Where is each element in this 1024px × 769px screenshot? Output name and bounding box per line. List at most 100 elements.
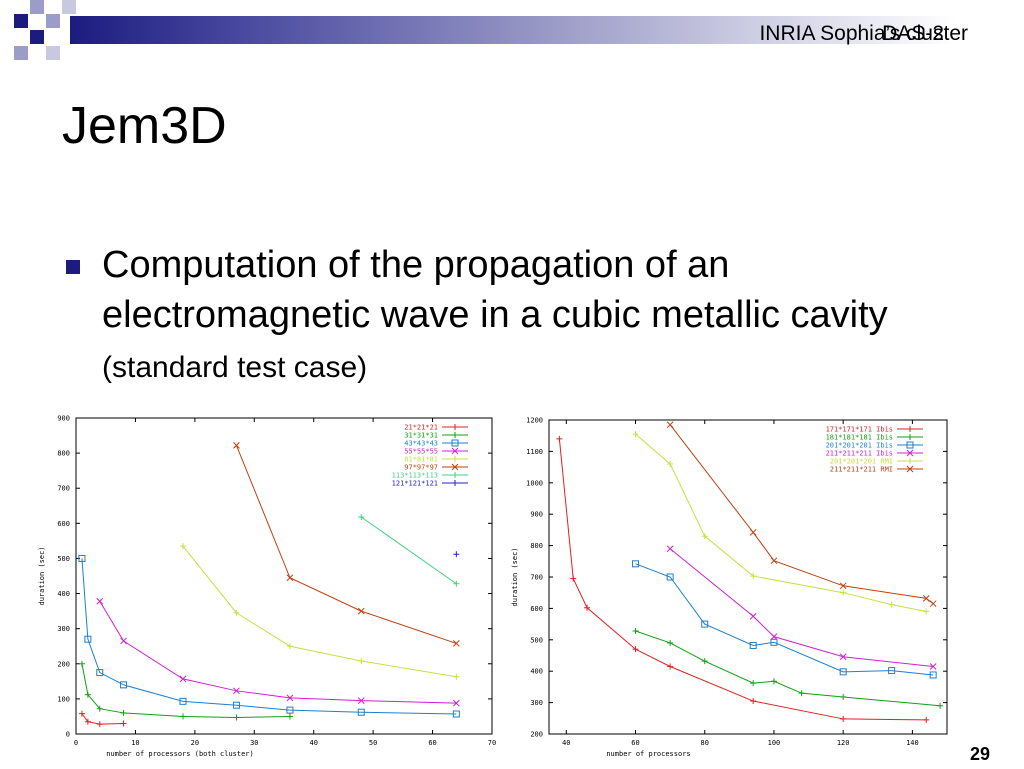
x-axis-label: number of processors (both cluster) bbox=[106, 750, 254, 758]
y-tick-label: 600 bbox=[57, 520, 70, 528]
legend-label: 121*121*121 bbox=[392, 480, 438, 488]
y-tick-label: 1200 bbox=[526, 417, 543, 425]
legend-label: 201*201*201 Ibis bbox=[826, 442, 893, 450]
data-point bbox=[922, 594, 930, 602]
x-tick-label: 60 bbox=[428, 739, 436, 747]
data-point bbox=[452, 640, 460, 647]
data-point bbox=[701, 533, 708, 540]
y-axis-label: duration (sec) bbox=[511, 547, 519, 606]
data-point bbox=[632, 628, 639, 635]
data-point bbox=[232, 701, 240, 709]
y-tick-label: 900 bbox=[57, 415, 70, 423]
x-tick-label: 80 bbox=[701, 739, 709, 747]
y-tick-label: 800 bbox=[530, 542, 543, 550]
header-band bbox=[70, 16, 956, 44]
legend-marker bbox=[906, 441, 914, 449]
data-point bbox=[96, 721, 103, 728]
legend-label: 97*97*97 bbox=[404, 464, 438, 472]
data-point bbox=[358, 657, 365, 664]
legend-marker bbox=[452, 456, 458, 462]
data-point bbox=[286, 706, 294, 714]
legend-label: 113*113*113 bbox=[392, 472, 438, 480]
series-line-0 bbox=[558, 438, 927, 721]
y-tick-label: 200 bbox=[57, 660, 70, 668]
data-point bbox=[667, 460, 674, 467]
data-point bbox=[888, 667, 896, 675]
series-line-3 bbox=[669, 548, 934, 667]
data-point bbox=[666, 573, 674, 581]
data-point bbox=[78, 710, 85, 717]
data-point bbox=[667, 639, 674, 646]
legend-marker bbox=[907, 458, 913, 464]
series-line-3 bbox=[99, 601, 457, 704]
x-tick-label: 120 bbox=[837, 739, 850, 747]
data-point bbox=[179, 543, 186, 550]
data-point bbox=[233, 442, 240, 449]
data-point bbox=[770, 557, 778, 565]
x-tick-label: 140 bbox=[906, 739, 919, 747]
data-point bbox=[357, 607, 365, 615]
y-tick-label: 700 bbox=[57, 485, 70, 493]
data-point bbox=[798, 690, 805, 697]
data-point bbox=[749, 612, 757, 620]
data-point bbox=[233, 687, 240, 695]
y-tick-label: 300 bbox=[57, 625, 70, 633]
x-axis-label: number of processors bbox=[606, 750, 690, 758]
data-point bbox=[453, 673, 460, 680]
data-point bbox=[357, 708, 365, 716]
data-point bbox=[750, 680, 757, 687]
y-tick-label: 900 bbox=[530, 511, 543, 519]
legend-marker bbox=[451, 439, 459, 447]
data-point bbox=[839, 582, 847, 590]
data-point bbox=[666, 421, 674, 429]
series-line-2 bbox=[635, 563, 934, 676]
chart-right-svg: 40 60 80 100 120 140 200 300 400 500 600 700 800 900 1… bbox=[511, 417, 948, 758]
data-point bbox=[179, 697, 187, 705]
x-tick-label: 10 bbox=[131, 739, 139, 747]
data-point bbox=[84, 635, 92, 643]
series-line-2 bbox=[81, 558, 457, 715]
page-number: 29 bbox=[969, 744, 990, 764]
data-point bbox=[584, 604, 591, 611]
y-tick-label: 700 bbox=[530, 574, 543, 582]
header-title-line2: DAS-2 bbox=[882, 22, 944, 45]
data-point bbox=[888, 601, 895, 608]
data-point bbox=[358, 514, 365, 521]
y-tick-label: 400 bbox=[530, 668, 543, 676]
data-point bbox=[666, 545, 674, 553]
data-point bbox=[84, 691, 91, 698]
x-tick-label: 60 bbox=[631, 739, 639, 747]
legend-label: 55*55*55 bbox=[404, 448, 438, 456]
data-point bbox=[233, 609, 240, 616]
data-point bbox=[179, 713, 186, 720]
x-tick-label: 0 bbox=[74, 739, 78, 747]
data-point bbox=[452, 710, 460, 718]
data-point bbox=[632, 431, 639, 438]
data-point bbox=[357, 697, 365, 704]
y-tick-label: 1000 bbox=[526, 479, 543, 487]
data-point bbox=[839, 653, 847, 661]
y-tick-label: 400 bbox=[57, 590, 70, 598]
legend-label: 211*211*211 RMI bbox=[830, 466, 893, 474]
x-tick-label: 40 bbox=[562, 739, 570, 747]
series-line-0 bbox=[81, 713, 124, 725]
legend-marker bbox=[452, 472, 458, 478]
data-point bbox=[453, 580, 460, 587]
x-tick-label: 20 bbox=[191, 739, 199, 747]
series-line-4 bbox=[182, 545, 457, 678]
data-point bbox=[839, 668, 847, 676]
legend-marker bbox=[907, 434, 913, 440]
data-point bbox=[286, 694, 294, 702]
legend-label: 171*171*171 Ibis bbox=[826, 426, 893, 434]
y-tick-label: 500 bbox=[57, 555, 70, 563]
legend-marker bbox=[451, 447, 459, 455]
data-point bbox=[84, 718, 91, 725]
y-tick-label: 500 bbox=[530, 636, 543, 644]
data-point bbox=[632, 646, 639, 653]
legend-marker bbox=[452, 432, 458, 438]
bullet-text: Computation of the propagation of an ele… bbox=[102, 240, 962, 393]
data-point bbox=[701, 620, 709, 628]
data-point bbox=[701, 658, 708, 665]
x-tick-label: 50 bbox=[369, 739, 377, 747]
bullet-note: (standard test case) bbox=[102, 351, 368, 384]
